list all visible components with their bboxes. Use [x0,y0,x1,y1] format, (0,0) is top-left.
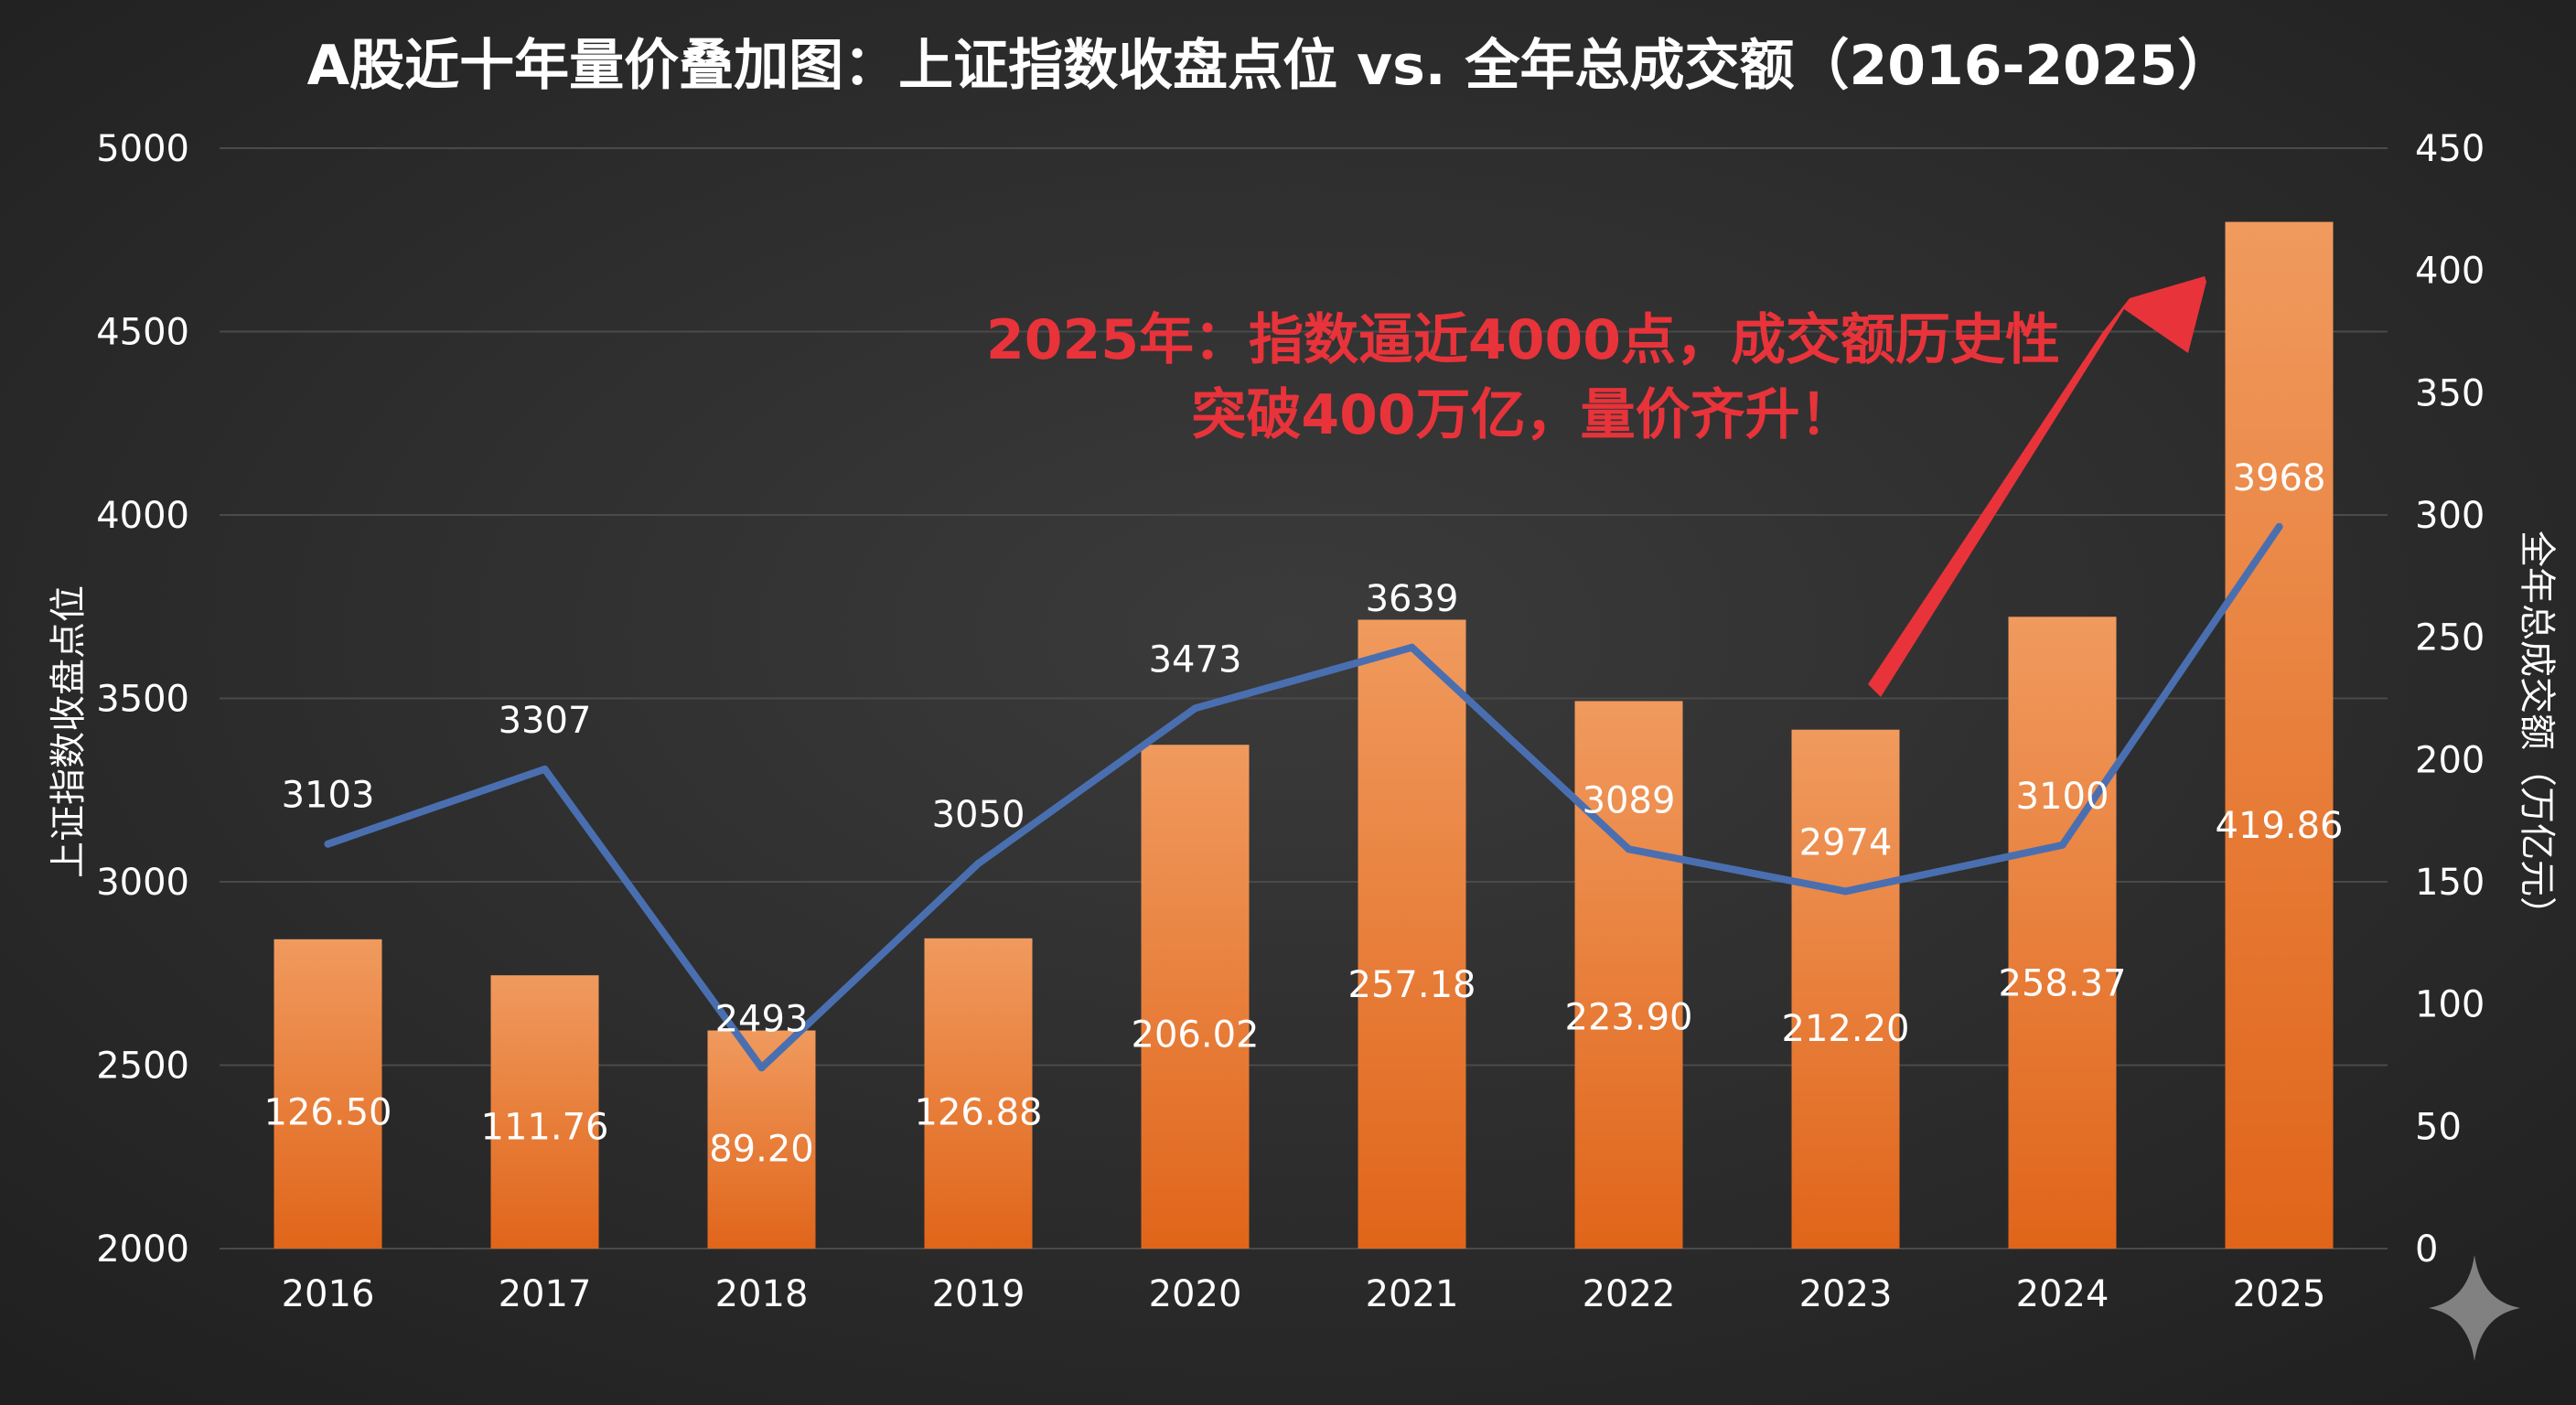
y-right-tick-label: 200 [2415,739,2485,781]
y-left-tick-label: 2500 [96,1046,189,1088]
bar-turnover [2225,221,2334,1249]
x-tick-label: 2019 [932,1273,1025,1315]
x-tick-label: 2024 [2016,1273,2109,1315]
line-value-label: 3968 [2233,457,2326,499]
line-index-close [324,522,2283,1072]
bar-turnover [1141,745,1250,1249]
x-tick-label: 2016 [282,1273,375,1315]
y-right-tick-label: 50 [2415,1106,2462,1148]
bar-value-label: 126.88 [915,1091,1043,1133]
y-right-tick-label: 400 [2415,251,2485,293]
y-left-tick-label: 5000 [96,128,189,170]
y-left-tick-label: 3000 [96,862,189,904]
line-value-label: 3473 [1149,638,1242,681]
bar-value-label: 89.20 [709,1129,814,1171]
y-right-tick-label: 0 [2415,1228,2438,1271]
x-tick-label: 2022 [1583,1273,1676,1315]
line-point [757,1064,766,1072]
y-right-tick-label: 250 [2415,617,2485,660]
bar-value-label: 223.90 [1565,997,1693,1039]
y-right-tick-label: 150 [2415,862,2485,904]
line-value-label: 2974 [1799,821,1893,863]
bar-turnover [2008,617,2117,1249]
chart-title: A股近十年量价叠加图：上证指数收盘点位 vs. 全年总成交额（2016-2025… [307,34,2233,98]
bar-value-label: 206.02 [1132,1014,1260,1056]
line-value-label: 2493 [715,998,809,1040]
x-tick-label: 2023 [1799,1273,1893,1315]
line-point [2275,522,2283,531]
line-value-label: 3639 [1366,578,1459,620]
y-right-tick-label: 300 [2415,495,2485,537]
line-value-label: 3103 [282,775,375,817]
y-left-tick-label: 3500 [96,679,189,721]
bar-turnover [1574,701,1683,1249]
x-tick-label: 2020 [1149,1273,1242,1315]
bar-turnover [1791,729,1900,1249]
bar-turnover [490,975,599,1249]
y-right-tick-label: 350 [2415,372,2485,414]
y-right-tick-label: 100 [2415,984,2485,1026]
bar-value-label: 126.50 [264,1092,392,1134]
line-point [974,859,982,867]
line-point [541,765,549,773]
bar-value-label: 111.76 [481,1106,609,1148]
y-right-tick-label: 450 [2415,128,2485,170]
line-point [1625,845,1633,853]
bar-turnover [1358,619,1466,1249]
line-point [1191,704,1199,713]
bar-turnover [924,938,1033,1249]
y-left-tick-label: 4000 [96,495,189,537]
line-point [2058,841,2066,849]
bar-value-label: 257.18 [1348,964,1476,1006]
line-point [324,840,332,848]
y-left-tick-label: 2000 [96,1228,189,1271]
bar-turnover [274,938,382,1249]
bar-value-label: 419.86 [2216,805,2344,847]
line-point [1408,643,1416,651]
x-tick-label: 2025 [2233,1273,2326,1315]
line-value-label: 3089 [1583,779,1676,821]
bar-value-label: 212.20 [1782,1008,1910,1050]
line-value-label: 3307 [499,700,592,742]
y-axis-right-label: 全年总成交额（万亿元） [2516,531,2558,933]
y-left-tick-label: 4500 [96,312,189,354]
annotation-arrow [1868,276,2206,697]
x-tick-label: 2018 [715,1273,809,1315]
annotation-text: 突破400万亿，量价齐升！ [1191,383,1854,447]
sparkle-icon [2429,1255,2520,1361]
y-axis-left-label: 上证指数收盘点位 [48,585,90,878]
line-value-label: 3050 [932,794,1025,836]
line-point [1841,887,1850,896]
line-value-label: 3100 [2016,776,2109,818]
bar-value-label: 258.37 [1999,963,2127,1005]
x-tick-label: 2021 [1366,1273,1459,1315]
annotation-text: 2025年：指数逼近4000点，成交额历史性 [986,308,2060,372]
x-tick-label: 2017 [499,1273,592,1315]
